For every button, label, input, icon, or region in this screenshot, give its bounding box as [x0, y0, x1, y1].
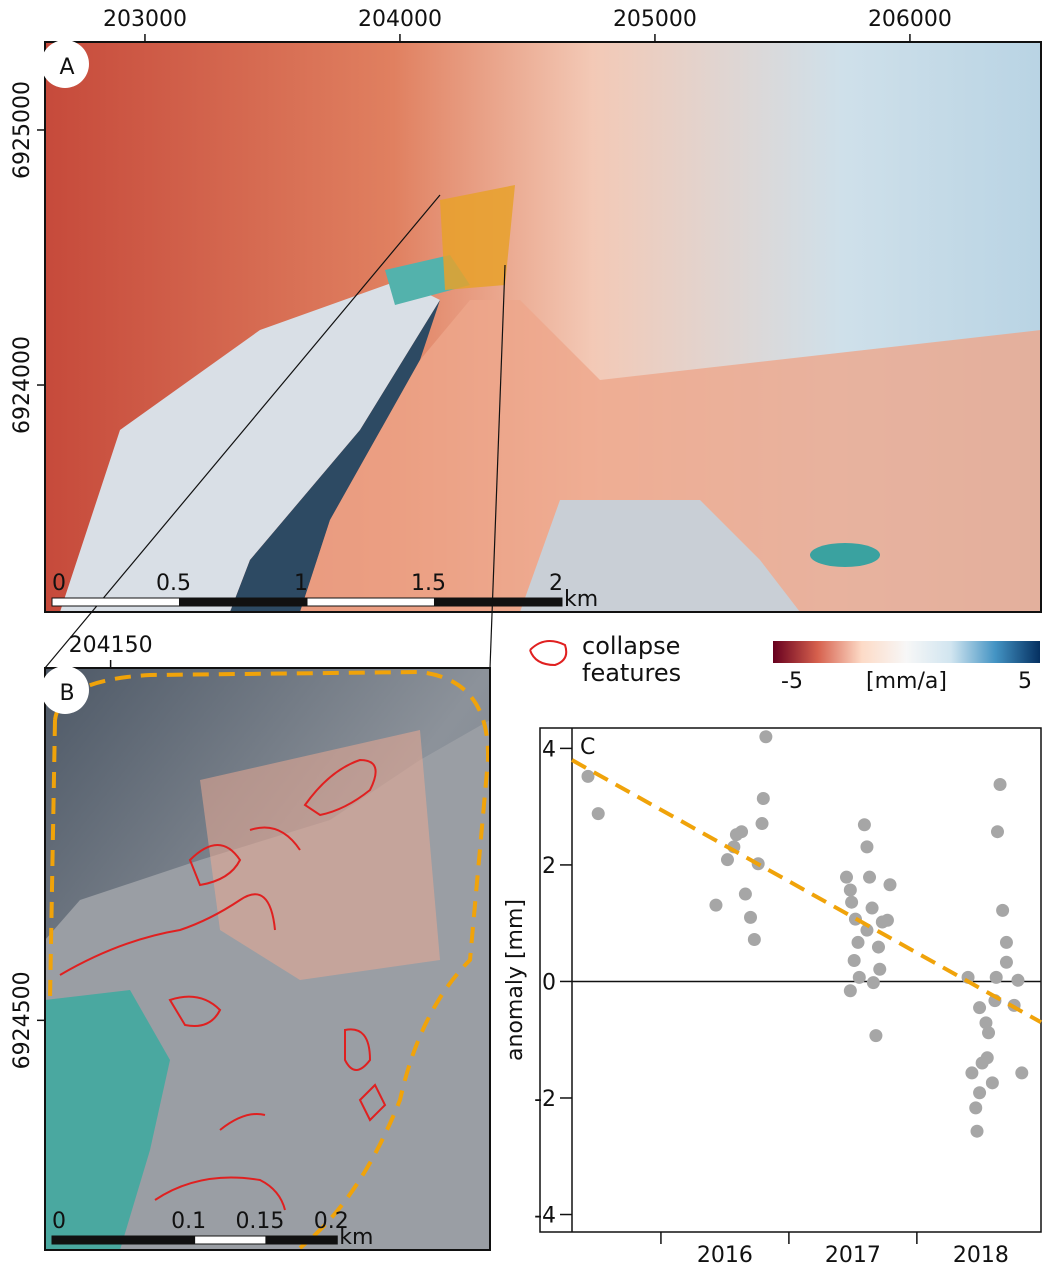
y-tick-label: 2 [542, 854, 556, 879]
panel-label: B [59, 681, 74, 706]
colorbar: -5 5 [mm/a] [773, 641, 1040, 694]
y-tick-label: -4 [534, 1204, 556, 1229]
point [981, 1051, 994, 1064]
point [867, 976, 880, 989]
point [994, 778, 1007, 791]
point [748, 933, 761, 946]
map-x-label: 203000 [103, 7, 187, 32]
y-axis-label: anomaly [mm] [503, 899, 528, 1061]
y-tick-label: 4 [542, 737, 556, 762]
map-x-label: 205000 [613, 7, 697, 32]
point [971, 1125, 984, 1138]
figure-svg: -5 5 [mm/a] 203000 204000 205000 206000 692400… [0, 0, 1045, 1267]
scale-label: 1.5 [411, 571, 446, 596]
point [873, 963, 886, 976]
point [969, 1101, 982, 1114]
point [1000, 956, 1013, 969]
point [853, 971, 866, 984]
point [982, 1026, 995, 1039]
scale-segment [434, 598, 561, 606]
point [858, 818, 871, 831]
point [721, 853, 734, 866]
point [990, 971, 1003, 984]
point [996, 904, 1009, 917]
x-tick-label: 2018 [953, 1243, 1009, 1267]
map-y-label: 6924000 [10, 336, 35, 434]
scale-segment [52, 598, 179, 606]
point [735, 825, 748, 838]
point [1000, 936, 1013, 949]
point [845, 896, 858, 909]
map-a-image [45, 42, 1041, 612]
point [581, 770, 594, 783]
legend-label: collapse features [582, 633, 732, 687]
y-tick-label: -2 [534, 1087, 556, 1112]
point [973, 1086, 986, 1099]
x-tick-label: 2016 [697, 1243, 753, 1267]
map-y-label: 6925000 [10, 81, 35, 179]
panel-label: C [580, 735, 595, 760]
scale-segment [195, 1236, 266, 1244]
colorbar-label: [mm/a] [866, 669, 947, 694]
scale-label: 0.5 [156, 571, 191, 596]
x-tick-label: 2017 [825, 1243, 881, 1267]
point [756, 817, 769, 830]
point [757, 792, 770, 805]
point [860, 840, 873, 853]
scale-label: 0 [52, 1209, 66, 1234]
point [881, 914, 894, 927]
point [866, 902, 879, 915]
map-b-image [45, 668, 490, 1250]
map-x-label: 204150 [69, 633, 153, 658]
scale-segment [52, 1236, 195, 1244]
point [991, 825, 1004, 838]
point [848, 954, 861, 967]
scale-label: 0 [52, 571, 66, 596]
point [1011, 974, 1024, 987]
scale-label: 1 [294, 571, 308, 596]
point [744, 911, 757, 924]
point [709, 899, 722, 912]
map-x-label: 204000 [358, 7, 442, 32]
point [869, 1029, 882, 1042]
point [844, 883, 857, 896]
point [739, 888, 752, 901]
legend-symbol [530, 641, 566, 665]
y-tick-label: 0 [542, 970, 556, 995]
scale-unit: km [339, 1225, 373, 1250]
point [965, 1066, 978, 1079]
panel-label: A [59, 55, 74, 80]
scale-segment [266, 1236, 337, 1244]
point [986, 1076, 999, 1089]
scale-unit: km [564, 587, 598, 612]
point [872, 941, 885, 954]
map-x-label: 206000 [868, 7, 952, 32]
figure: -5 5 [mm/a] 203000 204000 205000 206000 692400… [0, 0, 1045, 1267]
point [973, 1001, 986, 1014]
colorbar-bar [773, 641, 1040, 663]
point [863, 871, 876, 884]
scale-label: 0.1 [171, 1209, 206, 1234]
map-y-label: 6924500 [10, 971, 35, 1069]
scale-label: 2 [549, 571, 563, 596]
scale-segment [179, 598, 306, 606]
colorbar-tick-label: -5 [781, 669, 803, 694]
scale-label: 0.15 [235, 1209, 284, 1234]
point [883, 878, 896, 891]
point [592, 807, 605, 820]
point [852, 936, 865, 949]
point [759, 730, 772, 743]
point [844, 984, 857, 997]
colorbar-tick-label: 5 [1018, 669, 1032, 694]
point [1015, 1066, 1028, 1079]
trend-line [572, 760, 1041, 1022]
point [840, 871, 853, 884]
scale-segment [307, 598, 434, 606]
